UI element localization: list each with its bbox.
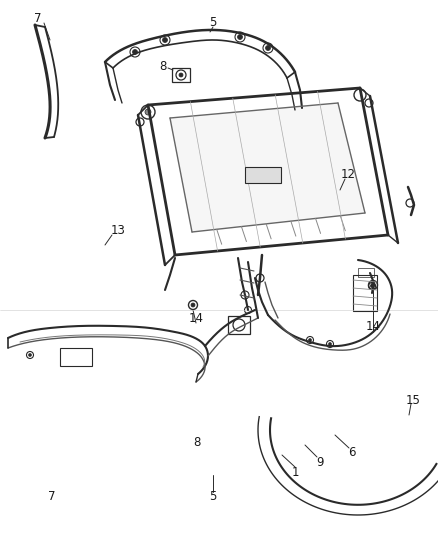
Circle shape <box>133 50 138 54</box>
Circle shape <box>162 37 167 43</box>
Text: 7: 7 <box>34 12 42 25</box>
Circle shape <box>371 285 374 287</box>
Circle shape <box>237 35 243 39</box>
Text: 5: 5 <box>209 490 217 504</box>
Bar <box>228 316 250 334</box>
Text: 12: 12 <box>340 168 356 182</box>
Text: 8: 8 <box>193 437 201 449</box>
Text: 15: 15 <box>406 393 420 407</box>
Text: 5: 5 <box>209 15 217 28</box>
Bar <box>60 348 92 366</box>
Text: 6: 6 <box>348 446 356 458</box>
Circle shape <box>265 45 271 51</box>
Text: 8: 8 <box>159 60 167 72</box>
Circle shape <box>179 73 183 77</box>
Circle shape <box>28 353 32 357</box>
Text: 7: 7 <box>48 489 56 503</box>
Bar <box>245 167 281 183</box>
Text: 14: 14 <box>365 320 381 334</box>
Bar <box>172 68 190 82</box>
Circle shape <box>308 338 311 342</box>
Text: 1: 1 <box>291 465 299 479</box>
Text: 14: 14 <box>188 311 204 325</box>
Circle shape <box>328 343 332 345</box>
Bar <box>358 268 374 277</box>
Text: 13: 13 <box>110 224 125 238</box>
Bar <box>353 275 377 311</box>
Circle shape <box>145 109 151 115</box>
Text: 9: 9 <box>316 456 324 469</box>
Circle shape <box>191 303 195 307</box>
Polygon shape <box>170 103 365 232</box>
Circle shape <box>371 283 375 287</box>
